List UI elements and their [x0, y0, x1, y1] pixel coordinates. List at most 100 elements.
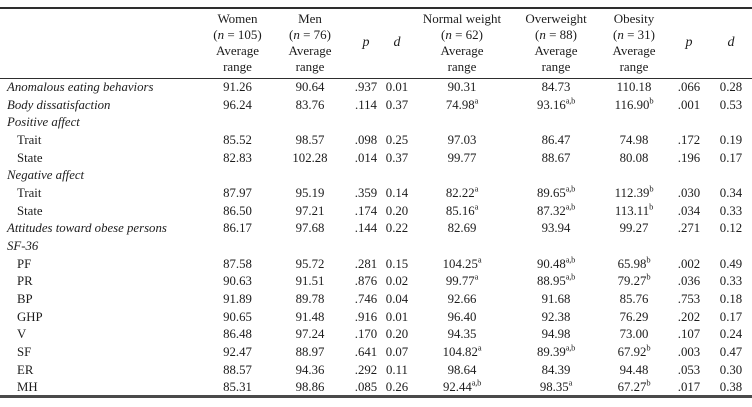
group-measure-line2: range — [447, 59, 477, 74]
value-cell: 74.98a — [445, 95, 479, 112]
group-measure-line1: Average — [612, 43, 656, 58]
value-cell: 88.95a,b — [536, 272, 576, 289]
value-cell: 67.27b — [617, 377, 651, 394]
header-stat-p-col8: p — [685, 35, 693, 50]
value-cell: 95.72 — [295, 256, 325, 271]
value-cell: 0.33 — [719, 274, 743, 289]
value-cell: 80.08 — [619, 150, 649, 165]
group-sample-size: (n = 31) — [612, 27, 655, 42]
header-row: Women (n = 105) Average range Men (n = 76) Ave… — [0, 8, 752, 79]
value-cell — [512, 167, 600, 185]
row-label: PR — [17, 274, 33, 289]
group-title: Obesity — [613, 11, 655, 26]
value-cell — [600, 238, 668, 256]
value-cell: 92.44a,b — [442, 377, 482, 394]
value-cell: 86.50 — [223, 203, 252, 218]
value-cell: .292 — [354, 362, 378, 377]
value-cell: 0.17 — [719, 150, 743, 165]
value-cell: 0.20 — [385, 203, 409, 218]
value-cell: 98.35a — [539, 377, 573, 394]
value-cell: 0.14 — [385, 185, 409, 200]
value-cell: .172 — [677, 132, 701, 147]
value-cell: 116.90b — [614, 95, 654, 112]
value-cell: .036 — [677, 274, 701, 289]
value-cell: .937 — [354, 80, 378, 95]
value-cell: 104.82a — [442, 342, 482, 360]
group-title: Women — [217, 11, 258, 26]
value-cell: .107 — [677, 327, 701, 342]
significance-superscript: a — [474, 201, 479, 212]
header-stat-p-col3: p — [362, 35, 370, 50]
significance-superscript: a,b — [471, 377, 482, 388]
value-cell: 79.27b — [617, 272, 651, 289]
group-measure-line2: range — [295, 59, 325, 74]
table-row: MH 85.31 98.86 .085 0.26 92.44a,b 98.35a 67.27b… — [0, 377, 752, 397]
value-cell: .174 — [354, 203, 378, 218]
row-label: State — [17, 203, 43, 218]
value-cell: 90.31 — [447, 80, 477, 95]
value-cell: 0.01 — [385, 309, 409, 324]
value-cell: 85.76 — [619, 292, 649, 307]
value-cell: 96.24 — [223, 97, 252, 112]
table-row: BP 91.89 89.78 .746 0.04 92.66 91.68 85.76 .753 0… — [0, 291, 752, 309]
value-cell — [350, 167, 382, 185]
significance-superscript: a,b — [565, 201, 576, 212]
group-measure-line2: range — [619, 59, 649, 74]
group-measure-line2: range — [223, 59, 252, 74]
row-label: Trait — [17, 132, 42, 147]
value-cell: 0.19 — [719, 132, 743, 147]
table-row: PR 90.63 91.51 .876 0.02 99.77a 88.95a,b 79.27b… — [0, 273, 752, 291]
value-cell: 76.29 — [619, 309, 649, 324]
value-cell — [668, 167, 710, 185]
value-cell: .202 — [677, 309, 701, 324]
group-measure-line1: Average — [440, 43, 484, 58]
value-cell: 92.47 — [223, 345, 252, 360]
group-sample-size: (n = 88) — [534, 27, 577, 42]
value-cell — [205, 238, 270, 256]
value-cell: .641 — [354, 345, 378, 360]
value-cell — [382, 114, 412, 132]
row-label: ER — [17, 362, 34, 377]
value-cell: 0.33 — [719, 203, 743, 218]
group-title: Normal weight — [422, 11, 502, 26]
value-cell: 87.97 — [223, 185, 252, 200]
value-cell — [412, 238, 512, 256]
value-cell — [600, 167, 668, 185]
value-cell: .281 — [354, 256, 378, 271]
value-cell: 67.92b — [617, 342, 651, 360]
value-cell: 0.53 — [719, 97, 743, 112]
value-cell: 98.64 — [447, 362, 477, 377]
significance-superscript: b — [649, 201, 654, 212]
value-cell: 88.67 — [541, 150, 571, 165]
value-cell: 84.39 — [541, 362, 571, 377]
header-group-women: Women (n = 105) Average range — [205, 8, 270, 79]
group-title: Overweight — [525, 11, 587, 26]
group-sample-size: (n = 76) — [288, 27, 331, 42]
value-cell: 94.35 — [447, 327, 477, 342]
significance-superscript: a — [477, 342, 482, 353]
significance-superscript: a,b — [565, 95, 576, 106]
value-cell — [382, 238, 412, 256]
value-cell — [270, 114, 350, 132]
value-cell — [270, 238, 350, 256]
significance-superscript: a,b — [565, 254, 576, 265]
value-cell: 97.21 — [295, 203, 325, 218]
value-cell: 91.48 — [295, 309, 325, 324]
row-label: BP — [17, 292, 33, 307]
value-cell: .002 — [677, 256, 701, 271]
value-cell: 110.18 — [616, 80, 652, 95]
group-sample-size: (n = 105) — [213, 27, 262, 42]
table-row: V 86.48 97.24 .170 0.20 94.35 94.98 73.00 .107 0.… — [0, 326, 752, 344]
value-cell — [512, 114, 600, 132]
value-cell: .114 — [355, 97, 377, 112]
value-cell: .030 — [677, 185, 701, 200]
table-row: SF 92.47 88.97 .641 0.07 104.82a 89.39a,b 67.92… — [0, 344, 752, 362]
value-cell: .098 — [354, 132, 378, 147]
value-cell: 113.11b — [614, 201, 654, 218]
value-cell: 74.98 — [619, 132, 649, 147]
value-cell: 90.64 — [295, 80, 325, 95]
row-label: Positive affect — [7, 115, 80, 130]
value-cell: 87.32a,b — [536, 201, 576, 218]
value-cell: 89.78 — [295, 292, 325, 307]
significance-superscript: b — [649, 95, 654, 106]
